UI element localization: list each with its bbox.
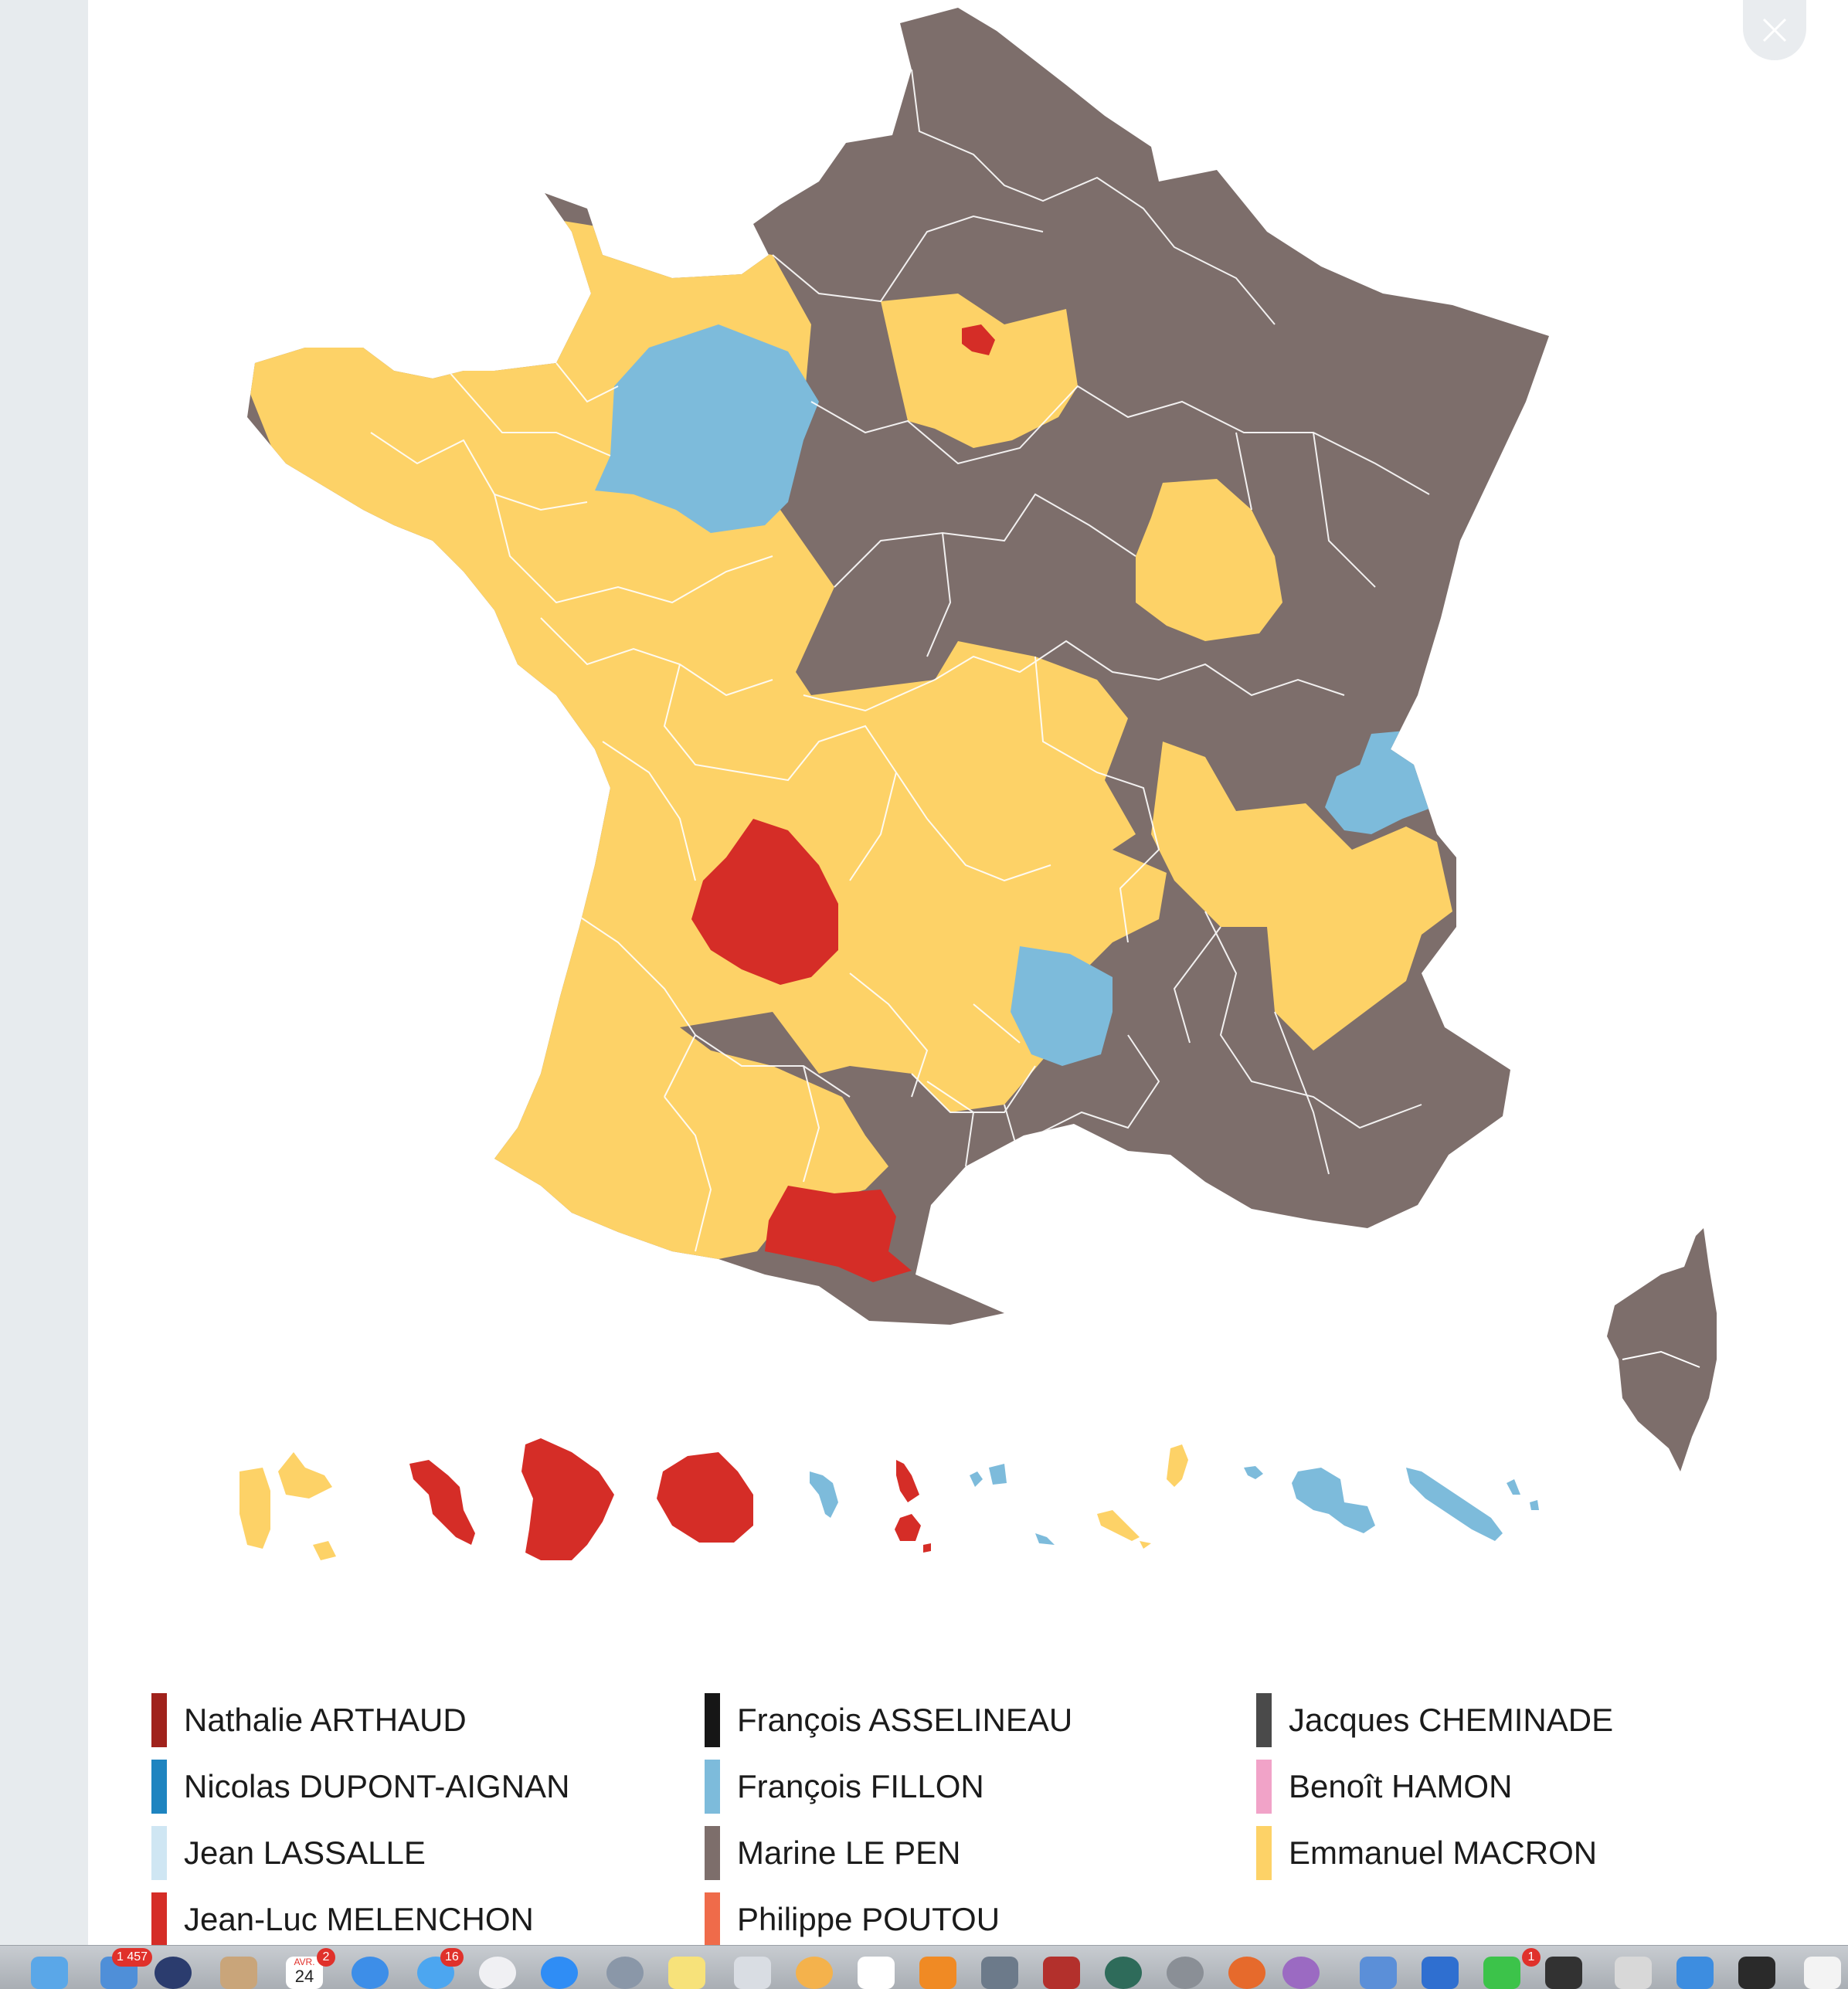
left-sidebar-strip bbox=[0, 0, 88, 1988]
region-fillon-sarthe[interactable] bbox=[595, 324, 819, 533]
facetime-icon[interactable] bbox=[1483, 1957, 1520, 1989]
legend-label: Jean LASSALLE bbox=[184, 1835, 426, 1871]
vpn-icon[interactable] bbox=[1422, 1957, 1459, 1989]
legend-item-cheminade: Jacques CHEMINADE bbox=[1256, 1692, 1613, 1749]
legend-item-macron: Emmanuel MACRON bbox=[1256, 1824, 1597, 1882]
firefox-icon[interactable] bbox=[1228, 1957, 1265, 1989]
app-store-icon[interactable] bbox=[541, 1957, 578, 1989]
final-cut-icon[interactable] bbox=[1545, 1957, 1582, 1989]
legend-swatch bbox=[705, 1826, 720, 1880]
territory-polynesie[interactable] bbox=[1292, 1468, 1375, 1533]
region-melenchon-dordogne[interactable] bbox=[691, 819, 838, 985]
ibooks-icon[interactable] bbox=[919, 1957, 956, 1989]
legend-swatch bbox=[1256, 1760, 1272, 1814]
preview-icon[interactable] bbox=[734, 1957, 771, 1989]
system-preferences-icon[interactable] bbox=[1167, 1957, 1204, 1989]
legend-item-lassalle: Jean LASSALLE bbox=[151, 1824, 426, 1882]
legend-swatch bbox=[151, 1892, 167, 1947]
legend-item-melenchon: Jean-Luc MELENCHON bbox=[151, 1891, 534, 1948]
legend-swatch bbox=[151, 1826, 167, 1880]
drive-icon[interactable] bbox=[1360, 1957, 1397, 1989]
legend-label: François FILLON bbox=[737, 1768, 984, 1804]
calendar-icon[interactable]: AVR. 24 bbox=[286, 1957, 323, 1989]
finder-icon[interactable] bbox=[31, 1957, 68, 1989]
time-machine-icon[interactable] bbox=[1105, 1957, 1142, 1989]
legend-swatch bbox=[705, 1892, 720, 1947]
overseas-territories bbox=[239, 1438, 1539, 1560]
legend-label: Nathalie ARTHAUD bbox=[184, 1702, 467, 1738]
legend-label: François ASSELINEAU bbox=[737, 1702, 1073, 1738]
legend-label: Philippe POUTOU bbox=[737, 1901, 1000, 1937]
legend-label: Jean-Luc MELENCHON bbox=[184, 1901, 534, 1937]
legend-swatch bbox=[1256, 1693, 1272, 1747]
legend-swatch bbox=[151, 1760, 167, 1814]
territory-wallis-futuna[interactable] bbox=[1244, 1466, 1263, 1479]
territory-st-pierre[interactable] bbox=[1167, 1444, 1188, 1487]
territory-guyane[interactable] bbox=[521, 1438, 614, 1560]
legend: Nathalie ARTHAUD François ASSELINEAU Jac… bbox=[151, 1692, 1697, 1947]
region-melenchon-ariege[interactable] bbox=[765, 1186, 912, 1282]
territory-reunion[interactable] bbox=[657, 1452, 753, 1543]
department-borders bbox=[370, 69, 1430, 1252]
legend-label: Nicolas DUPONT-AIGNAN bbox=[184, 1768, 570, 1804]
territory-mayotte[interactable] bbox=[810, 1471, 838, 1518]
document-icon[interactable] bbox=[1804, 1957, 1841, 1989]
siri-icon[interactable] bbox=[155, 1957, 192, 1989]
legend-swatch bbox=[705, 1760, 720, 1814]
itunes-icon[interactable] bbox=[479, 1957, 516, 1989]
legend-item-arthaud: Nathalie ARTHAUD bbox=[151, 1692, 467, 1749]
macos-dock: AVR. 24 bbox=[0, 1945, 1848, 1989]
legend-label: Marine LE PEN bbox=[737, 1835, 961, 1871]
calendar-day: 24 bbox=[294, 1967, 314, 1986]
launchpad-icon[interactable] bbox=[606, 1957, 644, 1989]
legend-swatch bbox=[1256, 1826, 1272, 1880]
region-macron-rhone-alpes[interactable] bbox=[1151, 742, 1452, 1051]
safari-icon[interactable] bbox=[352, 1957, 389, 1989]
close-icon bbox=[1762, 18, 1787, 42]
legend-item-dupont-aignan: Nicolas DUPONT-AIGNAN bbox=[151, 1758, 569, 1815]
calendar-month: AVR. bbox=[294, 1957, 315, 1967]
territory-nouvelle-caledonie[interactable] bbox=[1406, 1468, 1539, 1541]
legend-label: Benoît HAMON bbox=[1289, 1768, 1513, 1804]
stack-icon[interactable] bbox=[1738, 1957, 1775, 1989]
legend-swatch bbox=[705, 1693, 720, 1747]
onenote-icon[interactable] bbox=[1282, 1957, 1320, 1989]
mail-badge: 1 457 bbox=[112, 1948, 153, 1967]
calendar-badge: 2 bbox=[317, 1948, 335, 1967]
territory-saint-martin[interactable] bbox=[1035, 1533, 1055, 1545]
legend-item-fillon: François FILLON bbox=[705, 1758, 984, 1815]
territory-guadeloupe[interactable] bbox=[239, 1452, 336, 1560]
photo-booth-icon[interactable] bbox=[1043, 1957, 1080, 1989]
image-capture-icon[interactable] bbox=[981, 1957, 1018, 1989]
territory-saint-barth[interactable] bbox=[1097, 1510, 1151, 1549]
dvd-player-icon[interactable] bbox=[1615, 1957, 1652, 1989]
legend-item-asselineau: François ASSELINEAU bbox=[705, 1692, 1072, 1749]
legend-label: Jacques CHEMINADE bbox=[1289, 1702, 1614, 1738]
territory-martinique[interactable] bbox=[409, 1460, 475, 1545]
legend-item-hamon: Benoît HAMON bbox=[1256, 1758, 1512, 1815]
legend-label: Emmanuel MACRON bbox=[1289, 1835, 1598, 1871]
france-election-map bbox=[239, 8, 1717, 1560]
photos-icon[interactable] bbox=[796, 1957, 833, 1989]
territory-wallis[interactable] bbox=[970, 1464, 1007, 1487]
territory-spm[interactable] bbox=[895, 1460, 931, 1553]
region-macron-paris[interactable] bbox=[881, 294, 1078, 448]
corsica[interactable] bbox=[1607, 1228, 1717, 1471]
legend-item-le-pen: Marine LE PEN bbox=[705, 1824, 960, 1882]
facetime-badge: 1 bbox=[1522, 1948, 1541, 1967]
legend-item-poutou: Philippe POUTOU bbox=[705, 1891, 1000, 1948]
keynote-icon[interactable] bbox=[1676, 1957, 1714, 1989]
notes-icon[interactable] bbox=[668, 1957, 705, 1989]
contacts-icon[interactable] bbox=[220, 1957, 257, 1989]
close-button[interactable] bbox=[1743, 0, 1806, 60]
messages-badge: 16 bbox=[440, 1948, 464, 1967]
region-macron-cote-dor[interactable] bbox=[1136, 479, 1282, 641]
mainland-france bbox=[247, 8, 1549, 1325]
region-fillon-lozere[interactable] bbox=[1011, 946, 1113, 1066]
legend-swatch bbox=[151, 1693, 167, 1747]
region-melenchon-seine-st-denis[interactable] bbox=[962, 324, 995, 355]
reminders-icon[interactable] bbox=[858, 1957, 895, 1989]
